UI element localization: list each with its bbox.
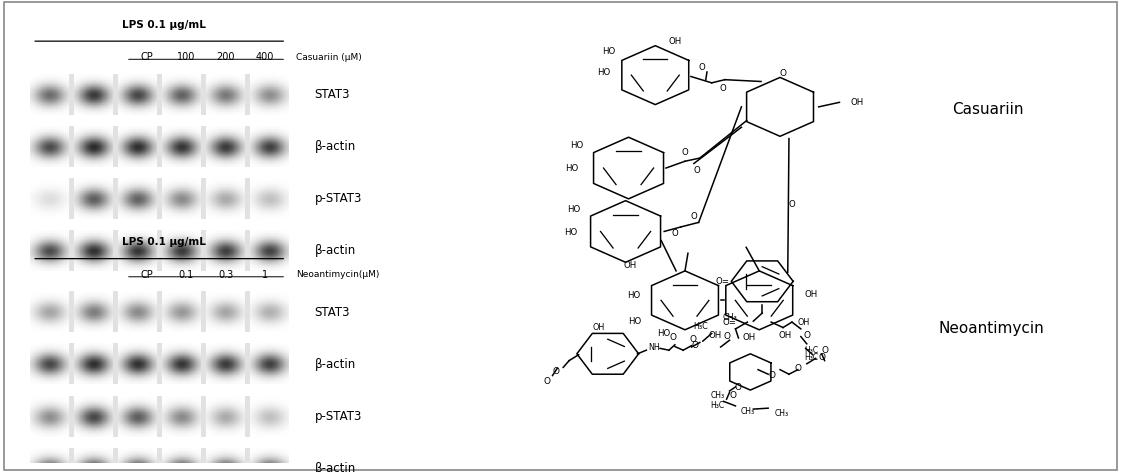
Text: HO: HO: [564, 228, 577, 237]
Text: O: O: [818, 353, 825, 362]
FancyBboxPatch shape: [30, 75, 288, 115]
Text: O: O: [779, 69, 787, 78]
Text: HO: HO: [658, 329, 670, 338]
Text: LPS 0.1 μg/mL: LPS 0.1 μg/mL: [122, 20, 206, 30]
Text: STAT3: STAT3: [315, 88, 350, 101]
Text: CP: CP: [140, 52, 154, 62]
Text: OH: OH: [593, 323, 605, 332]
Text: OH: OH: [778, 331, 791, 340]
Text: β-actin: β-actin: [315, 140, 355, 153]
Text: p-STAT3: p-STAT3: [315, 192, 362, 205]
Text: O: O: [729, 391, 736, 400]
Text: O: O: [669, 333, 677, 343]
Text: HO: HO: [628, 291, 640, 300]
Text: OH: OH: [742, 333, 756, 343]
Text: HO: HO: [597, 68, 610, 77]
Text: O: O: [795, 364, 802, 373]
Text: H₃C: H₃C: [805, 353, 818, 362]
Text: OH: OH: [851, 98, 864, 107]
Text: OH: OH: [798, 319, 810, 328]
FancyBboxPatch shape: [30, 344, 288, 384]
Text: OH: OH: [805, 290, 817, 299]
Text: O: O: [689, 335, 696, 344]
FancyBboxPatch shape: [30, 231, 288, 271]
Text: β-actin: β-actin: [315, 462, 355, 472]
Text: H₃C: H₃C: [711, 401, 725, 411]
Text: O: O: [723, 332, 730, 341]
Text: O: O: [804, 331, 810, 340]
Text: Casuariin (μM): Casuariin (μM): [296, 52, 362, 61]
Text: O: O: [788, 200, 795, 209]
Text: HO: HO: [571, 141, 583, 150]
Text: O: O: [735, 383, 742, 392]
Text: O: O: [694, 166, 701, 175]
FancyBboxPatch shape: [30, 126, 288, 167]
Text: CH₃: CH₃: [740, 407, 754, 416]
FancyBboxPatch shape: [30, 292, 288, 332]
Text: O: O: [698, 63, 705, 72]
Text: β-actin: β-actin: [315, 244, 355, 257]
Text: 0.3: 0.3: [219, 270, 233, 279]
Text: 0.1: 0.1: [178, 270, 194, 279]
FancyBboxPatch shape: [30, 178, 288, 219]
Text: O: O: [543, 378, 550, 387]
Text: Neoantimycin(μM): Neoantimycin(μM): [296, 270, 379, 279]
Text: CH₃: CH₃: [775, 409, 789, 418]
Text: CH₃: CH₃: [722, 313, 736, 322]
Text: OH: OH: [623, 261, 637, 270]
Text: OH: OH: [668, 37, 682, 46]
Text: O: O: [821, 346, 828, 354]
Text: 1: 1: [262, 270, 268, 279]
Text: Casuariin: Casuariin: [952, 101, 1023, 117]
Text: β-actin: β-actin: [315, 358, 355, 371]
Text: CH₃: CH₃: [711, 391, 725, 400]
Text: HO: HO: [567, 205, 580, 214]
Text: Neoantimycin: Neoantimycin: [938, 321, 1044, 337]
Text: p-STAT3: p-STAT3: [315, 410, 362, 423]
Text: O: O: [719, 84, 725, 93]
Text: HO: HO: [628, 317, 641, 326]
Text: O=: O=: [715, 277, 730, 286]
Text: O: O: [671, 229, 678, 238]
Text: STAT3: STAT3: [315, 305, 350, 319]
Text: 400: 400: [256, 52, 275, 62]
Text: H₃C: H₃C: [805, 346, 818, 354]
Text: H₃C: H₃C: [694, 322, 708, 331]
Text: O=: O=: [723, 318, 736, 327]
Text: O: O: [682, 148, 688, 157]
Text: HO: HO: [565, 163, 578, 173]
Text: O: O: [769, 371, 776, 380]
FancyBboxPatch shape: [30, 396, 288, 437]
Text: CP: CP: [140, 270, 154, 279]
Text: NH: NH: [648, 343, 660, 352]
FancyBboxPatch shape: [4, 2, 1117, 470]
Text: 200: 200: [216, 52, 235, 62]
Text: HO: HO: [602, 47, 615, 56]
Text: O: O: [553, 367, 559, 377]
Text: LPS 0.1 μg/mL: LPS 0.1 μg/mL: [122, 237, 206, 247]
Text: OH: OH: [708, 331, 721, 340]
Text: 100: 100: [177, 52, 195, 62]
Text: O: O: [692, 341, 698, 350]
Text: O: O: [691, 212, 697, 221]
FancyBboxPatch shape: [30, 448, 288, 472]
